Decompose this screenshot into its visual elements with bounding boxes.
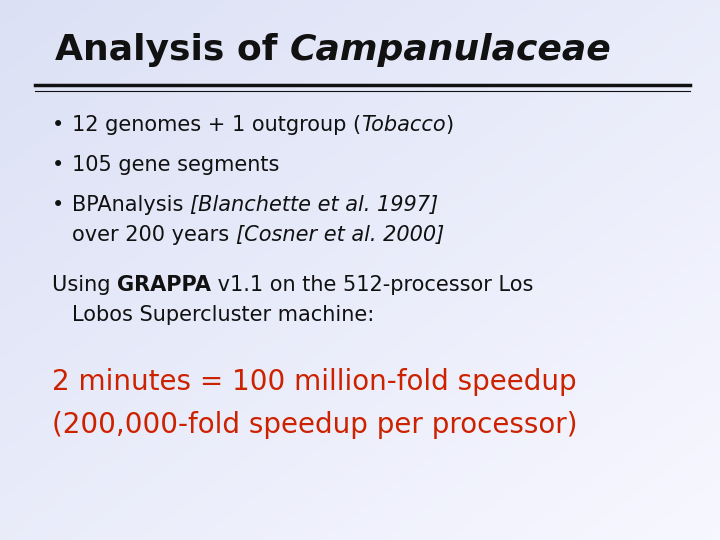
Text: Campanulaceae: Campanulaceae: [290, 33, 612, 67]
Text: 105 gene segments: 105 gene segments: [72, 155, 279, 175]
Text: ): ): [446, 115, 454, 135]
Text: •: •: [52, 155, 64, 175]
Text: •: •: [52, 115, 64, 135]
Text: BPAnalysis: BPAnalysis: [72, 195, 190, 215]
Text: v1.1 on the 512-processor Los: v1.1 on the 512-processor Los: [211, 275, 534, 295]
Text: Lobos Supercluster machine:: Lobos Supercluster machine:: [72, 305, 374, 325]
Text: [Blanchette et al. 1997]: [Blanchette et al. 1997]: [190, 195, 438, 215]
Text: Using: Using: [52, 275, 117, 295]
Text: 12 genomes + 1 outgroup (: 12 genomes + 1 outgroup (: [72, 115, 361, 135]
Text: Analysis of: Analysis of: [55, 33, 290, 67]
Text: GRAPPA: GRAPPA: [117, 275, 211, 295]
Text: Tobacco: Tobacco: [361, 115, 446, 135]
Text: (200,000-fold speedup per processor): (200,000-fold speedup per processor): [52, 411, 577, 439]
Text: over 200 years: over 200 years: [72, 225, 235, 245]
Text: [Cosner et al. 2000]: [Cosner et al. 2000]: [235, 225, 444, 245]
Text: 2 minutes = 100 million-fold speedup: 2 minutes = 100 million-fold speedup: [52, 368, 577, 396]
Text: •: •: [52, 195, 64, 215]
